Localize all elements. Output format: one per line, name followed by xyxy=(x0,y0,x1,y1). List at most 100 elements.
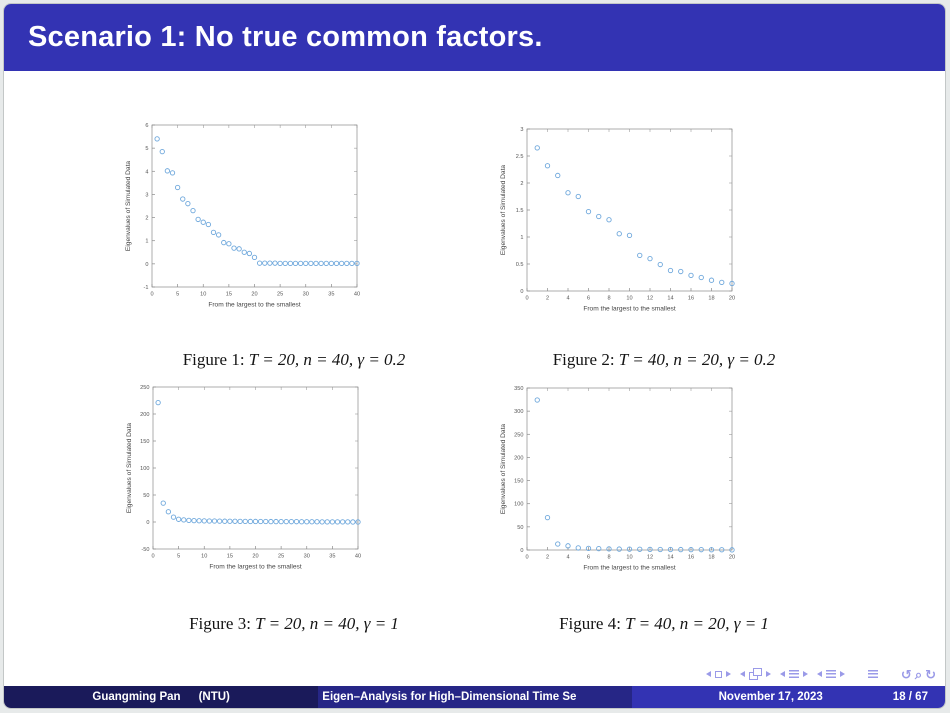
prev-section-icon[interactable] xyxy=(816,671,822,677)
figure-1-caption-label: Figure 1: xyxy=(182,350,245,369)
svg-text:0: 0 xyxy=(145,262,148,268)
svg-text:Eigenvalues of Simulated Data: Eigenvalues of Simulated Data xyxy=(125,161,132,252)
svg-text:15: 15 xyxy=(227,554,233,560)
svg-text:25: 25 xyxy=(277,292,283,298)
svg-text:14: 14 xyxy=(667,296,673,302)
svg-text:0: 0 xyxy=(146,520,149,526)
next-slide-icon[interactable] xyxy=(725,671,731,677)
svg-text:250: 250 xyxy=(140,385,149,391)
svg-text:20: 20 xyxy=(729,296,735,302)
figure-2-caption-label: Figure 2: xyxy=(552,350,615,369)
svg-text:1: 1 xyxy=(520,235,523,241)
svg-text:1: 1 xyxy=(145,239,148,245)
next-subsection-icon[interactable] xyxy=(802,671,808,677)
svg-text:5: 5 xyxy=(145,146,148,152)
figure-2-plot: 0 2 4 6 8 10 12 14 16 18 20 0 0.5 1 1.5 2 2.5 3 From the l… xyxy=(495,119,745,331)
svg-text:0: 0 xyxy=(150,292,153,298)
presentation-overview-icon[interactable] xyxy=(867,670,878,678)
svg-text:2: 2 xyxy=(520,181,523,187)
footline-date-box: November 17, 2023 18 / 67 xyxy=(631,686,945,708)
prev-subsection-icon[interactable] xyxy=(779,671,785,677)
svg-text:10: 10 xyxy=(626,555,632,561)
svg-text:18: 18 xyxy=(708,296,714,302)
svg-text:0: 0 xyxy=(520,548,523,554)
svg-text:12: 12 xyxy=(647,555,653,561)
svg-text:From the largest to the smalle: From the largest to the smallest xyxy=(583,565,676,572)
presentation-date: November 17, 2023 xyxy=(718,691,823,703)
svg-text:20: 20 xyxy=(251,292,257,298)
svg-text:2: 2 xyxy=(546,296,549,302)
svg-text:350: 350 xyxy=(514,386,523,392)
svg-text:0: 0 xyxy=(525,296,528,302)
prev-frame-icon[interactable] xyxy=(739,671,745,677)
figure-2-caption-formula: T = 40, n = 20, γ = 0.2 xyxy=(618,350,776,369)
svg-text:3: 3 xyxy=(520,127,523,133)
svg-text:-1: -1 xyxy=(144,285,149,291)
next-section-icon[interactable] xyxy=(839,671,845,677)
beamer-nav-symbols: ↺ ⌕ ↻ xyxy=(697,664,936,684)
subsection-nav-group xyxy=(779,670,808,678)
svg-text:1.5: 1.5 xyxy=(516,208,524,214)
figure-3-plot: 0 5 10 15 20 25 30 35 40 -50 0 50 100 150 200 250 From t… xyxy=(121,377,371,589)
figure-1-plot: 0 5 10 15 20 25 30 35 40 -1 0 1 2 3 4 5 6 From the larges… xyxy=(120,115,370,327)
svg-text:5: 5 xyxy=(177,554,180,560)
svg-text:100: 100 xyxy=(140,466,149,472)
svg-text:4: 4 xyxy=(145,169,148,175)
svg-text:10: 10 xyxy=(200,292,206,298)
svg-text:50: 50 xyxy=(143,493,149,499)
svg-text:25: 25 xyxy=(278,554,284,560)
next-frame-icon[interactable] xyxy=(765,671,771,677)
svg-text:10: 10 xyxy=(626,296,632,302)
svg-text:40: 40 xyxy=(355,554,361,560)
svg-text:0: 0 xyxy=(520,289,523,295)
figure-4-plot: 0 2 4 6 8 10 12 14 16 18 20 0 50 100 150 200 250 300 350 Fr… xyxy=(495,378,745,590)
figure-3-caption-formula: T = 20, n = 40, γ = 1 xyxy=(255,614,399,633)
overview-nav-group xyxy=(867,670,879,678)
figure-3-caption: Figure 3: T = 20, n = 40, γ = 1 xyxy=(122,614,466,634)
current-slide-icon[interactable] xyxy=(714,670,722,678)
svg-text:20: 20 xyxy=(252,554,258,560)
svg-text:14: 14 xyxy=(667,555,673,561)
undo-icon[interactable]: ↺ xyxy=(900,666,912,682)
svg-text:18: 18 xyxy=(708,555,714,561)
svg-text:8: 8 xyxy=(607,296,610,302)
svg-text:35: 35 xyxy=(329,554,335,560)
svg-text:16: 16 xyxy=(688,555,694,561)
svg-text:30: 30 xyxy=(303,292,309,298)
svg-text:35: 35 xyxy=(328,292,334,298)
svg-text:200: 200 xyxy=(140,412,149,418)
figure-1-caption: Figure 1: T = 20, n = 40, γ = 0.2 xyxy=(122,350,466,370)
svg-text:50: 50 xyxy=(517,525,523,531)
author-institute: (NTU) xyxy=(198,691,230,703)
section-list-icon[interactable] xyxy=(825,670,836,678)
redo-icon[interactable]: ↻ xyxy=(925,666,936,682)
prev-slide-icon[interactable] xyxy=(705,671,711,677)
svg-text:0: 0 xyxy=(525,555,528,561)
svg-text:150: 150 xyxy=(140,439,149,445)
frame-title: Scenario 1: No true common factors. xyxy=(28,21,543,53)
figure-3-caption-label: Figure 3: xyxy=(189,614,251,633)
svg-text:30: 30 xyxy=(304,554,310,560)
svg-text:300: 300 xyxy=(514,409,523,415)
svg-text:6: 6 xyxy=(587,555,590,561)
subsection-list-icon[interactable] xyxy=(788,670,799,678)
svg-text:4: 4 xyxy=(566,555,569,561)
svg-text:From the largest to the smalle: From the largest to the smallest xyxy=(208,302,301,309)
svg-text:Eigenvalues of Simulated Data: Eigenvalues of Simulated Data xyxy=(500,424,507,515)
figure-1-caption-formula: T = 20, n = 40, γ = 0.2 xyxy=(248,350,406,369)
footline: Guangming Pan (NTU) Eigen–Analysis for H… xyxy=(4,686,945,708)
author-name: Guangming Pan xyxy=(92,691,181,703)
figure-4-caption-formula: T = 40, n = 20, γ = 1 xyxy=(625,614,769,633)
svg-text:12: 12 xyxy=(647,296,653,302)
footline-title-box: Eigen–Analysis for High–Dimensional Time… xyxy=(318,686,632,708)
svg-text:150: 150 xyxy=(514,479,523,485)
svg-text:5: 5 xyxy=(176,292,179,298)
figure-2-caption: Figure 2: T = 40, n = 20, γ = 0.2 xyxy=(492,350,836,370)
svg-text:15: 15 xyxy=(226,292,232,298)
svg-text:100: 100 xyxy=(514,502,523,508)
search-icon[interactable]: ⌕ xyxy=(914,666,923,682)
frames-icon[interactable] xyxy=(748,668,762,680)
frame-title-bar: Scenario 1: No true common factors. xyxy=(4,4,945,71)
scatter-chart-2: 0 2 4 6 8 10 12 14 16 18 20 0 0.5 1 1.5 2 2.5 3 From the l… xyxy=(500,127,735,313)
